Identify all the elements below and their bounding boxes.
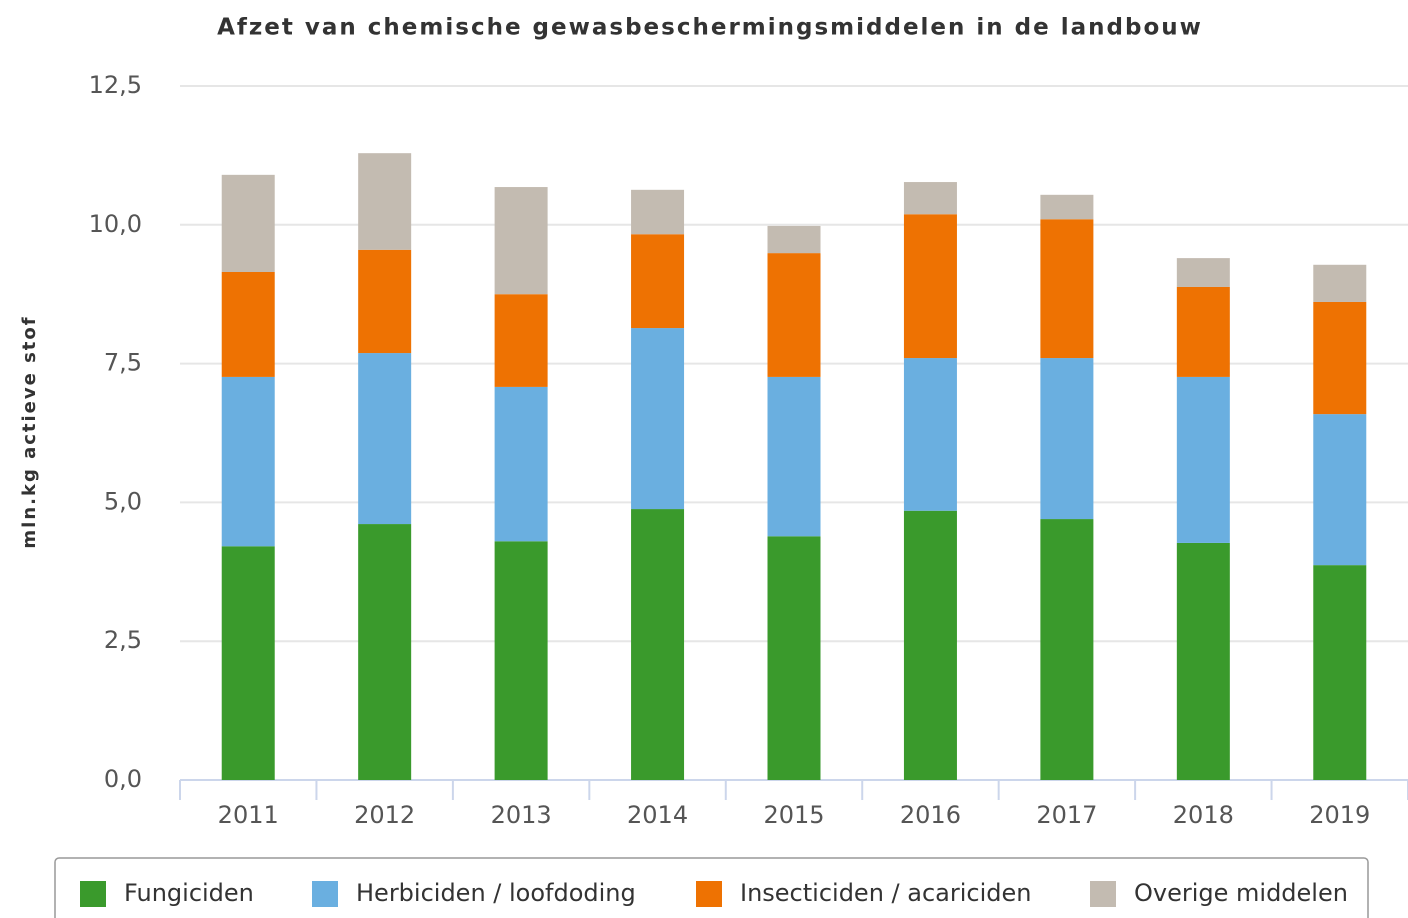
y-tick-label: 0,0 bbox=[104, 765, 142, 793]
legend-swatch bbox=[696, 881, 722, 907]
x-tick-label: 2019 bbox=[1309, 801, 1370, 829]
bar-segment bbox=[1040, 358, 1094, 520]
bar-segment bbox=[767, 536, 821, 780]
legend-label: Herbiciden / loofdoding bbox=[356, 879, 636, 907]
x-tick-label: 2014 bbox=[627, 801, 688, 829]
bar-segment bbox=[1040, 219, 1094, 359]
bar-segment bbox=[221, 546, 275, 780]
chart-title: Afzet van chemische gewasbeschermingsmid… bbox=[217, 15, 1203, 41]
bar-segment bbox=[358, 353, 412, 525]
bar-segment bbox=[1176, 286, 1230, 377]
bar-segment bbox=[221, 174, 275, 272]
bar-segment bbox=[1040, 194, 1094, 220]
bar-segment bbox=[358, 249, 412, 354]
bar-segment bbox=[1176, 376, 1230, 543]
legend-swatch bbox=[312, 881, 338, 907]
legend-swatch bbox=[80, 881, 106, 907]
bar-segment bbox=[631, 189, 685, 235]
bar-segment bbox=[221, 376, 275, 547]
y-axis-title: mln.kg actieve stof bbox=[19, 315, 40, 548]
x-tick-label: 2016 bbox=[900, 801, 961, 829]
x-tick-label: 2017 bbox=[1036, 801, 1097, 829]
bar-segment bbox=[767, 376, 821, 537]
bar-segment bbox=[1313, 414, 1367, 566]
x-tick-label: 2018 bbox=[1173, 801, 1234, 829]
bar-segment bbox=[767, 225, 821, 254]
bar-segment bbox=[1313, 264, 1367, 302]
y-tick-label: 5,0 bbox=[104, 487, 142, 515]
bar-segment bbox=[903, 510, 957, 780]
bar-segment bbox=[358, 524, 412, 780]
x-tick-label: 2015 bbox=[763, 801, 824, 829]
x-tick-label: 2013 bbox=[491, 801, 552, 829]
bar-segment bbox=[767, 253, 821, 377]
bar-segment bbox=[631, 234, 685, 329]
bar-segment bbox=[1040, 519, 1094, 780]
legend-label: Insecticiden / acariciden bbox=[740, 879, 1031, 907]
y-tick-label: 10,0 bbox=[89, 210, 142, 238]
bar-segment bbox=[903, 214, 957, 359]
bar-segment bbox=[494, 541, 548, 780]
bar-segment bbox=[903, 182, 957, 215]
bar-segment bbox=[1176, 258, 1230, 287]
y-tick-label: 12,5 bbox=[89, 71, 142, 99]
x-tick-label: 2012 bbox=[354, 801, 415, 829]
bar-segment bbox=[631, 328, 685, 510]
legend-swatch bbox=[1090, 881, 1116, 907]
bar-segment bbox=[631, 509, 685, 780]
legend-label: Fungiciden bbox=[124, 879, 254, 907]
bar-segment bbox=[494, 187, 548, 295]
x-tick-label: 2011 bbox=[218, 801, 279, 829]
bar-segment bbox=[358, 153, 412, 250]
bar-segment bbox=[1176, 542, 1230, 780]
bar-segment bbox=[221, 271, 275, 377]
bar-segment bbox=[903, 358, 957, 511]
bar-segment bbox=[494, 386, 548, 542]
bar-segment bbox=[494, 294, 548, 387]
bar-segment bbox=[1313, 301, 1367, 415]
y-tick-label: 7,5 bbox=[104, 349, 142, 377]
bar-segment bbox=[1313, 565, 1367, 780]
y-tick-label: 2,5 bbox=[104, 626, 142, 654]
legend-label: Overige middelen bbox=[1134, 879, 1348, 907]
